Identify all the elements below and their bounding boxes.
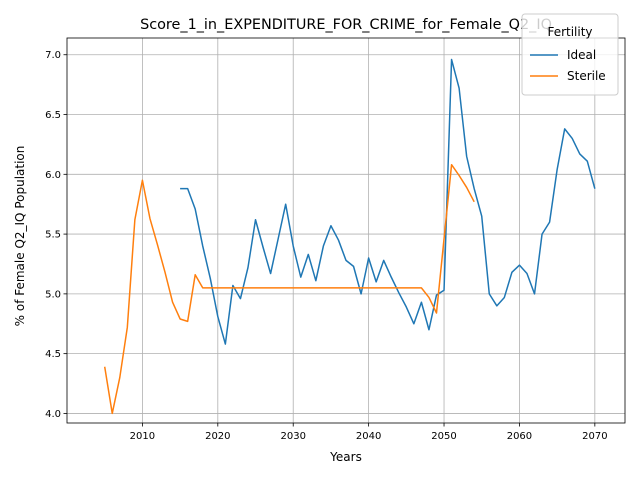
y-tick-label: 5.0 [45, 289, 61, 300]
series-line-ideal [180, 58, 596, 345]
y-tick-label: 6.0 [45, 170, 61, 181]
series-line-sterile [103, 163, 475, 415]
x-tick-label: 2060 [507, 431, 532, 442]
x-tick-label: 2050 [431, 431, 456, 442]
x-tick-label: 2070 [582, 431, 607, 442]
x-tick-label: 2020 [205, 431, 230, 442]
legend-label-ideal: Ideal [567, 48, 596, 62]
y-axis: 4.0 4.5 5.0 5.5 6.0 6.5 7.0 [45, 50, 67, 420]
legend-label-sterile: Sterile [567, 69, 606, 83]
y-tick-label: 4.0 [45, 409, 61, 420]
x-tick-label: 2040 [356, 431, 381, 442]
legend: Fertility Ideal Sterile [521, 13, 619, 96]
x-axis: 2010 2020 2030 2040 2050 2060 2070 [130, 423, 608, 442]
x-axis-label: Years [329, 450, 362, 464]
chart-title: Score_1_in_EXPENDITURE_FOR_CRIME_for_Fem… [140, 17, 552, 33]
grid-lines [67, 38, 625, 423]
legend-title: Fertility [547, 25, 592, 39]
series-layer [103, 58, 596, 415]
y-tick-label: 7.0 [45, 50, 61, 61]
y-tick-label: 6.5 [45, 110, 61, 121]
legend-box [521, 13, 619, 96]
x-tick-label: 2030 [280, 431, 305, 442]
y-tick-label: 4.5 [45, 349, 61, 360]
y-axis-label: % of Female Q2_IQ Population [13, 146, 27, 327]
plot-frame [66, 37, 626, 424]
y-tick-label: 5.5 [45, 230, 61, 241]
x-tick-label: 2010 [130, 431, 155, 442]
